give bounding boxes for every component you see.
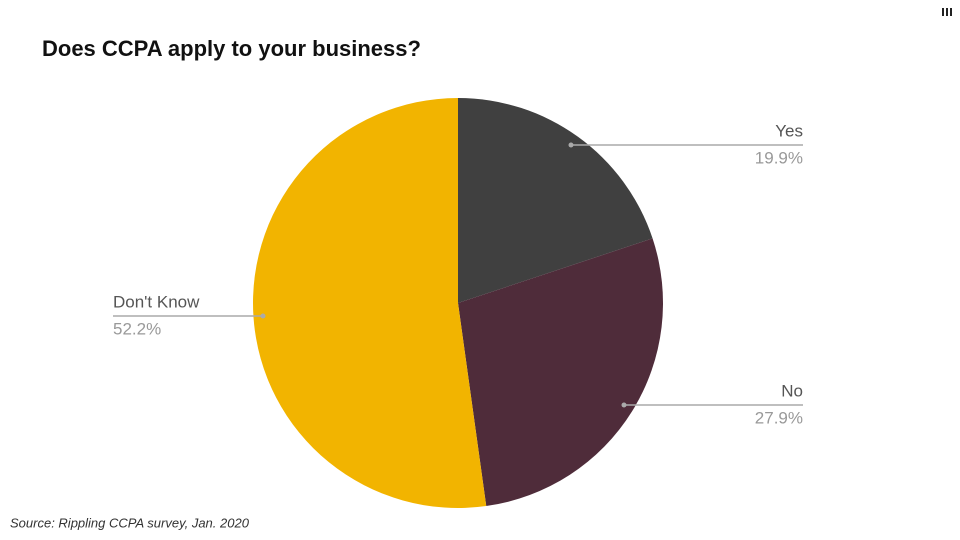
pie-slice: [458, 98, 653, 303]
legend-label: Yes: [775, 121, 803, 140]
leader-dot: [260, 313, 266, 319]
chart-title: Does CCPA apply to your business?: [42, 36, 421, 61]
pie-slice: [458, 238, 663, 507]
data-label: 52.2%: [113, 319, 161, 338]
legend-label: No: [781, 381, 803, 400]
pie-slice: [252, 98, 487, 508]
leader-dot: [621, 402, 627, 408]
data-label: 19.9%: [755, 148, 803, 167]
logo: [942, 8, 952, 16]
leader-dot: [568, 142, 574, 148]
legend-label: Don't Know: [113, 292, 200, 311]
source-note: Source: Rippling CCPA survey, Jan. 2020: [10, 515, 250, 530]
data-label: 27.9%: [755, 408, 803, 427]
